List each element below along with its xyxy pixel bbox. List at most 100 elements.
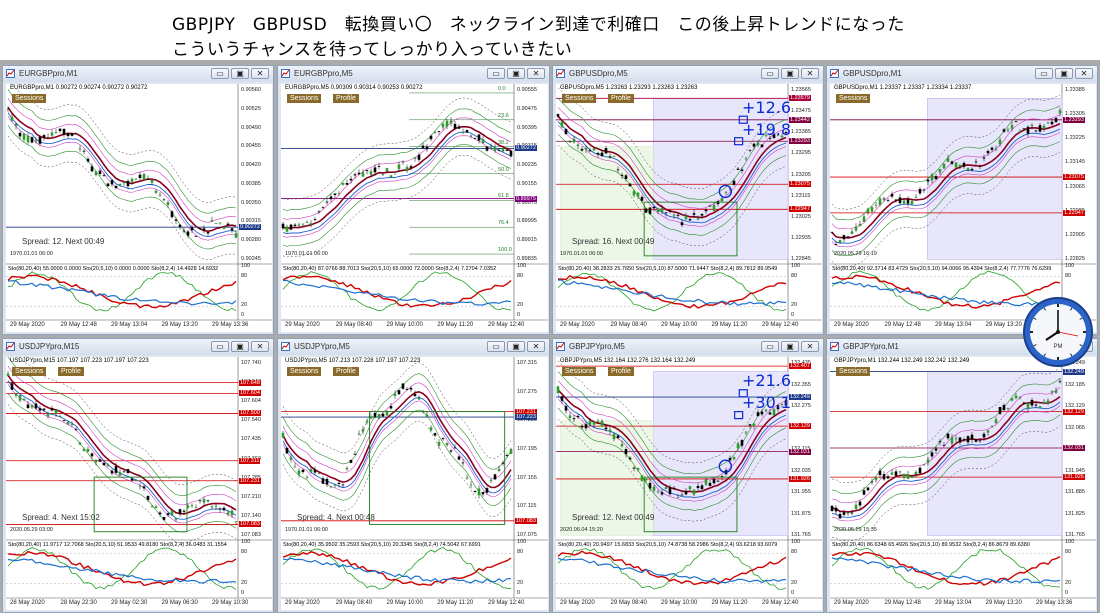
chart-window[interactable]: GBPUSDpro,M1 ▭ ▣ ✕ GBPUSDpro,M1 1.23337 … — [826, 65, 1098, 335]
chart-tag-sessions[interactable]: Sessions — [12, 367, 47, 376]
chart-tag-sessions[interactable]: Sessions — [836, 367, 871, 376]
chart-window[interactable]: GBPUSDpro,M5 ▭ ▣ ✕ GBPUSDpro,M5 1.23263 … — [552, 65, 824, 335]
chart-window[interactable]: GBPJPYpro,M1 ▭ ▣ ✕ GBPJPYpro,M1 132.244 … — [826, 338, 1098, 613]
minimize-button[interactable]: ▭ — [1035, 68, 1053, 79]
candle-body — [469, 135, 473, 137]
session-box — [560, 420, 654, 536]
chart-title-bar[interactable]: GBPJPYpro,M5 ▭ ▣ ✕ — [553, 339, 823, 355]
chart-title-bar[interactable]: USDJPYpro,M15 ▭ ▣ ✕ — [3, 339, 273, 355]
chart-tag-profile[interactable]: Profile — [608, 367, 634, 376]
close-button[interactable]: ✕ — [527, 341, 545, 352]
fib-label: 61.8 — [498, 193, 509, 200]
candle-body — [564, 406, 568, 411]
chart-tag-sessions[interactable]: Sessions — [287, 367, 322, 376]
chart-canvas[interactable]: GBPJPYpro,M5 132.164 132.276 132.164 132… — [556, 357, 822, 610]
price-label: 132.031 — [1063, 445, 1085, 451]
spread-text: Spread: 12. Next 00:49 — [572, 513, 655, 522]
chart-tag-sessions[interactable]: Sessions — [836, 94, 871, 103]
chart-canvas[interactable]: USDJPYpro,M15 107.197 107.223 107.197 10… — [6, 357, 272, 610]
candle-body — [970, 434, 974, 440]
candle-body — [942, 444, 946, 446]
chart-window[interactable]: USDJPYpro,M5 ▭ ▣ ✕ USDJPYpro,M5 107.213 … — [277, 338, 550, 613]
window-controls: ▭ ▣ ✕ — [211, 68, 269, 80]
minimize-button[interactable]: ▭ — [761, 341, 779, 352]
chart-title-bar[interactable]: USDJPYpro,M5 ▭ ▣ ✕ — [278, 339, 549, 355]
sub-y-axis-label: 80 — [1065, 549, 1072, 556]
close-button[interactable]: ✕ — [801, 341, 819, 352]
close-button[interactable]: ✕ — [801, 68, 819, 79]
candle-body — [182, 230, 186, 232]
candle-body — [938, 169, 942, 173]
chart-window[interactable]: USDJPYpro,M15 ▭ ▣ ✕ USDJPYpro,M15 107.19… — [2, 338, 274, 613]
candle-body — [768, 412, 772, 415]
candle-body — [74, 429, 78, 431]
candle-body — [1034, 404, 1038, 406]
candle-body — [842, 235, 846, 240]
restore-button[interactable]: ▣ — [507, 341, 525, 352]
chart-tag-sessions[interactable]: Sessions — [562, 94, 597, 103]
chart-tag-profile[interactable]: Profile — [333, 367, 359, 376]
chart-canvas[interactable]: USDJPYpro,M5 107.213 107.228 107.197 107… — [281, 357, 548, 610]
chart-canvas[interactable]: GBPJPYpro,M1 132.244 132.249 132.242 132… — [830, 357, 1096, 610]
candle-body — [596, 152, 600, 155]
chart-title-bar[interactable]: EURGBPpro,M1 ▭ ▣ ✕ — [3, 66, 273, 82]
chart-window[interactable]: EURGBPpro,M5 ▭ ▣ ✕ EURGBPpro,M5 0.90309 … — [277, 65, 550, 335]
minimize-button[interactable]: ▭ — [761, 68, 779, 79]
candle-body — [954, 162, 958, 168]
restore-button[interactable]: ▣ — [507, 68, 525, 79]
sub-y-axis-label: 0 — [791, 312, 795, 318]
chart-title-bar[interactable]: EURGBPpro,M5 ▭ ▣ ✕ — [278, 66, 549, 82]
chart-window[interactable]: GBPJPYpro,M5 ▭ ▣ ✕ GBPJPYpro,M5 132.164 … — [552, 338, 824, 613]
chart-title-bar[interactable]: GBPUSDpro,M5 ▭ ▣ ✕ — [553, 66, 823, 82]
close-button[interactable]: ✕ — [1075, 68, 1093, 79]
chart-canvas[interactable]: EURGBPpro,M5 0.90309 0.90314 0.90253 0.9… — [281, 84, 548, 332]
candle-body — [114, 185, 118, 189]
chart-tag-profile[interactable]: Profile — [333, 94, 359, 103]
candle-body — [784, 131, 788, 134]
chart-tag-profile[interactable]: Profile — [608, 94, 634, 103]
candle-body — [461, 132, 465, 133]
candle-body — [489, 479, 493, 481]
candle-body — [854, 226, 858, 231]
chart-canvas[interactable]: EURGBPpro,M1 0.90272 0.90274 0.90272 0.9… — [6, 84, 272, 332]
close-button[interactable]: ✕ — [251, 341, 269, 352]
minimize-button[interactable]: ▭ — [487, 68, 505, 79]
candle-body — [361, 172, 365, 177]
candle-body — [6, 109, 10, 111]
chart-plot — [6, 84, 272, 321]
chart-tag-sessions[interactable]: Sessions — [12, 94, 47, 103]
candle-body — [405, 167, 409, 171]
y-axis-label: 107.083 — [241, 532, 261, 538]
chart-canvas[interactable]: GBPUSDpro,M5 1.23263 1.23293 1.23263 1.2… — [556, 84, 822, 332]
candle-body — [950, 161, 954, 164]
x-axis-label: 29 May 10:30 — [212, 600, 249, 606]
chart-tag-profile[interactable]: Profile — [58, 367, 84, 376]
close-button[interactable]: ✕ — [527, 68, 545, 79]
candle-body — [692, 489, 696, 495]
candle-body — [493, 147, 497, 151]
minimize-button[interactable]: ▭ — [211, 341, 229, 352]
chart-tag-sessions[interactable]: Sessions — [287, 94, 322, 103]
x-axis-label: 29 May 06:30 — [161, 600, 198, 606]
candle-body — [688, 486, 692, 490]
chart-window[interactable]: EURGBPpro,M1 ▭ ▣ ✕ EURGBPpro,M1 0.90272 … — [2, 65, 274, 335]
candle-body — [26, 404, 30, 409]
restore-button[interactable]: ▣ — [781, 341, 799, 352]
candle-body — [752, 143, 756, 147]
stochastic-line — [557, 548, 787, 590]
chart-plot — [830, 84, 1096, 321]
restore-button[interactable]: ▣ — [231, 341, 249, 352]
candle-body — [78, 442, 82, 445]
y-axis-label: 107.075 — [517, 532, 537, 538]
restore-button[interactable]: ▣ — [781, 68, 799, 79]
candle-body — [10, 383, 14, 390]
minimize-button[interactable]: ▭ — [487, 341, 505, 352]
restore-button[interactable]: ▣ — [231, 68, 249, 79]
chart-tag-sessions[interactable]: Sessions — [562, 367, 597, 376]
window-controls: ▭ ▣ ✕ — [761, 68, 819, 80]
chart-title-bar[interactable]: GBPUSDpro,M1 ▭ ▣ ✕ — [827, 66, 1097, 82]
minimize-button[interactable]: ▭ — [211, 68, 229, 79]
close-button[interactable]: ✕ — [251, 68, 269, 79]
restore-button[interactable]: ▣ — [1055, 68, 1073, 79]
chart-canvas[interactable]: GBPUSDpro,M1 1.23337 1.23337 1.23334 1.2… — [830, 84, 1096, 332]
